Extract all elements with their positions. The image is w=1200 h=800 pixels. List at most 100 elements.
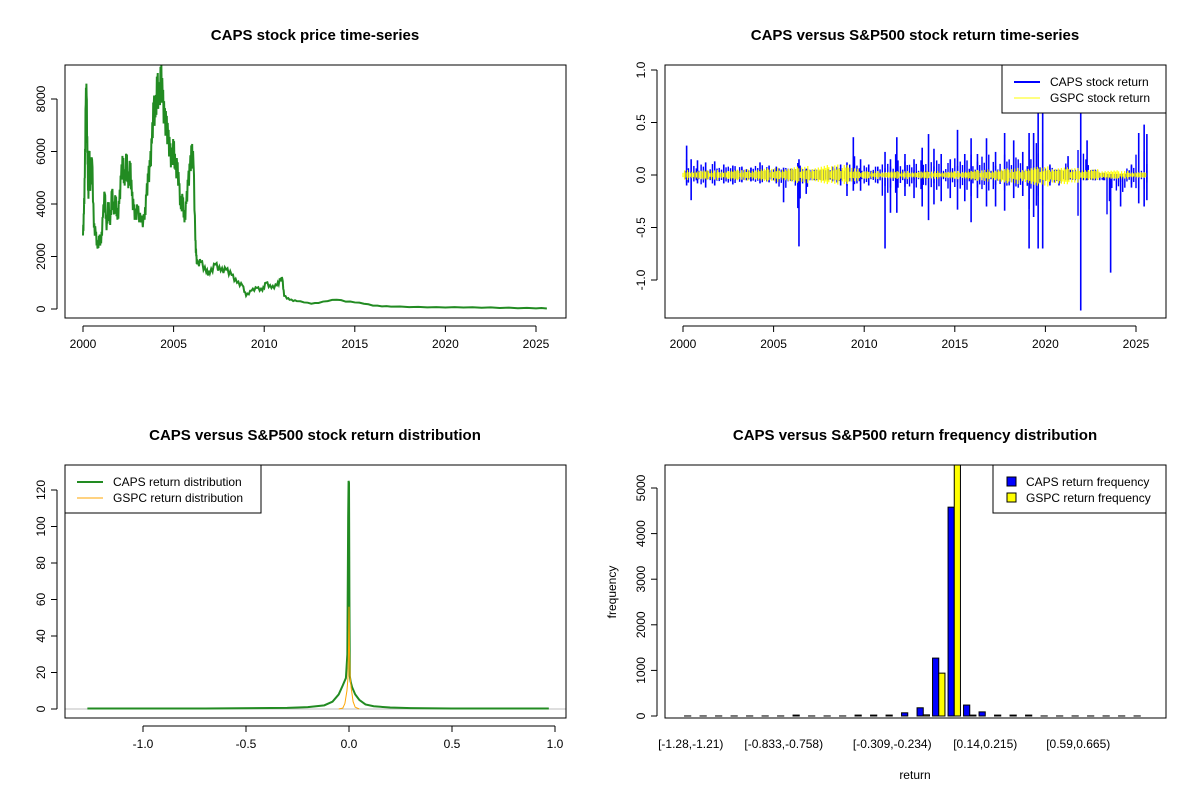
legend: CAPS return distribution GSPC return dis… [64, 464, 262, 514]
y-tick-label: 120 [34, 480, 48, 500]
series-line-caps-density [87, 480, 549, 710]
y-tick-label: 60 [34, 593, 48, 607]
bar-caps-frequency [947, 506, 955, 717]
chart-title: CAPS versus S&P500 return frequency dist… [733, 427, 1097, 444]
bar-gspc-frequency [969, 714, 977, 717]
y-tick-label: 0.5 [634, 114, 648, 131]
x-axis: -1.0 -0.5 0.0 0.5 1.0 [133, 725, 564, 751]
y-tick-label: 1.0 [634, 61, 648, 78]
x-tick-label: 0.0 [341, 737, 358, 751]
bar-gspc-frequency [953, 464, 961, 717]
x-axis-label: return [899, 768, 930, 782]
x-axis: [-1.28,-1.21) [-0.833,-0.758) [-0.309,-0.2… [658, 737, 1110, 751]
x-axis: 2000 2005 2010 2015 2020 2025 [670, 325, 1150, 351]
y-tick-label: 3000 [634, 566, 648, 593]
bar-caps-frequency [994, 714, 1002, 717]
y-tick-label: 0.0 [634, 166, 648, 183]
y-tick-label: 8000 [34, 85, 48, 112]
bar-caps-frequency [870, 714, 878, 717]
y-axis: 0 1000 2000 3000 4000 5000 [634, 474, 658, 719]
legend-label-gspc: GSPC return frequency [1026, 491, 1151, 505]
y-axis: 0 2000 4000 6000 8000 [34, 85, 58, 312]
plot-frame [664, 464, 1167, 719]
plot-area [65, 480, 566, 710]
legend-label-caps: CAPS return distribution [113, 475, 242, 489]
bar-caps-frequency [901, 712, 909, 717]
bar-gspc-frequency [922, 714, 930, 717]
x-tick-label: 1.0 [547, 737, 564, 751]
y-axis: -1.0 -0.5 0.0 0.5 1.0 [634, 61, 658, 290]
bar-caps-frequency [916, 707, 924, 717]
y-tick-label: 80 [34, 556, 48, 570]
legend-label-caps: CAPS return frequency [1026, 475, 1149, 489]
legend-label-gspc: GSPC return distribution [113, 491, 243, 505]
bar-caps-frequency [854, 714, 862, 717]
legend-label-caps: CAPS stock return [1050, 75, 1149, 89]
panel-return-frequency: CAPS versus S&P500 return frequency dist… [605, 427, 1167, 782]
x-tick-label: 0.5 [444, 737, 461, 751]
y-tick-label: 6000 [34, 138, 48, 165]
series-line-gspc-density [338, 606, 360, 710]
y-tick-label: -1.0 [634, 269, 648, 290]
panel-return-timeseries: CAPS versus S&P500 stock return time-ser… [634, 27, 1167, 351]
plot-area [684, 464, 1141, 717]
y-tick-label: 1000 [634, 657, 648, 684]
x-tick-label: -1.0 [133, 737, 154, 751]
chart-title: CAPS stock price time-series [211, 27, 419, 44]
plot-frame [64, 464, 567, 719]
y-axis: 0 20 40 60 80 100 120 [34, 480, 58, 712]
y-tick-label: 4000 [634, 520, 648, 547]
legend-box [64, 464, 262, 514]
y-tick-label: 20 [34, 666, 48, 680]
y-tick-label: 5000 [634, 474, 648, 501]
x-tick-label: 2000 [670, 337, 697, 351]
legend-swatch-gspc [1006, 492, 1017, 503]
bar-caps-frequency [885, 714, 893, 717]
series-gspc-stock-return [682, 164, 1147, 187]
bar-caps-frequency [932, 657, 940, 717]
x-axis: 2000 2005 2010 2015 2020 2025 [70, 325, 550, 351]
x-tick-label: 2025 [1123, 337, 1150, 351]
y-tick-label: 0 [634, 712, 648, 719]
plot-area [82, 65, 547, 310]
x-tick-label: [0.14,0.215) [953, 737, 1017, 751]
x-tick-label: 2005 [160, 337, 187, 351]
panel-price-timeseries: CAPS stock price time-series 2000 2005 201… [34, 27, 567, 351]
panel-return-distribution: CAPS versus S&P500 stock return distribu… [34, 427, 567, 751]
x-tick-label: 2010 [851, 337, 878, 351]
y-tick-label: 100 [34, 516, 48, 536]
x-tick-label: 2025 [523, 337, 550, 351]
y-axis-label: frequency [605, 566, 619, 619]
legend-box [992, 464, 1167, 514]
chart-title: CAPS versus S&P500 stock return time-ser… [751, 27, 1079, 44]
plot-area [682, 112, 1148, 311]
x-tick-label: 2005 [760, 337, 787, 351]
x-tick-label: [-0.833,-0.758) [744, 737, 823, 751]
bar-gspc-frequency [938, 672, 946, 717]
x-tick-label: 2015 [941, 337, 968, 351]
plot-frame [664, 64, 1167, 319]
x-tick-label: 2020 [1032, 337, 1059, 351]
series-caps-stock-return [684, 112, 1148, 311]
y-tick-label: 40 [34, 629, 48, 643]
legend: CAPS stock return GSPC stock return [1001, 64, 1167, 114]
x-tick-label: [-1.28,-1.21) [658, 737, 723, 751]
legend-box [1001, 64, 1167, 114]
y-tick-label: 4000 [34, 190, 48, 217]
chart-title: CAPS versus S&P500 stock return distribu… [149, 427, 481, 444]
y-tick-label: 0 [34, 305, 48, 312]
legend-label-gspc: GSPC stock return [1050, 91, 1150, 105]
y-tick-label: -0.5 [634, 217, 648, 238]
x-tick-label: [-0.309,-0.234) [853, 737, 932, 751]
y-tick-label: 2000 [34, 243, 48, 270]
bar-caps-frequency [1025, 714, 1033, 717]
legend: CAPS return frequency GSPC return freque… [992, 464, 1167, 514]
x-tick-label: 2000 [70, 337, 97, 351]
x-tick-label: 2020 [432, 337, 459, 351]
series-line-caps-price [82, 65, 547, 310]
bar-caps-frequency [978, 711, 986, 717]
bar-caps-frequency [963, 704, 971, 717]
x-tick-label: [0.59,0.665) [1046, 737, 1110, 751]
x-tick-label: -0.5 [236, 737, 257, 751]
